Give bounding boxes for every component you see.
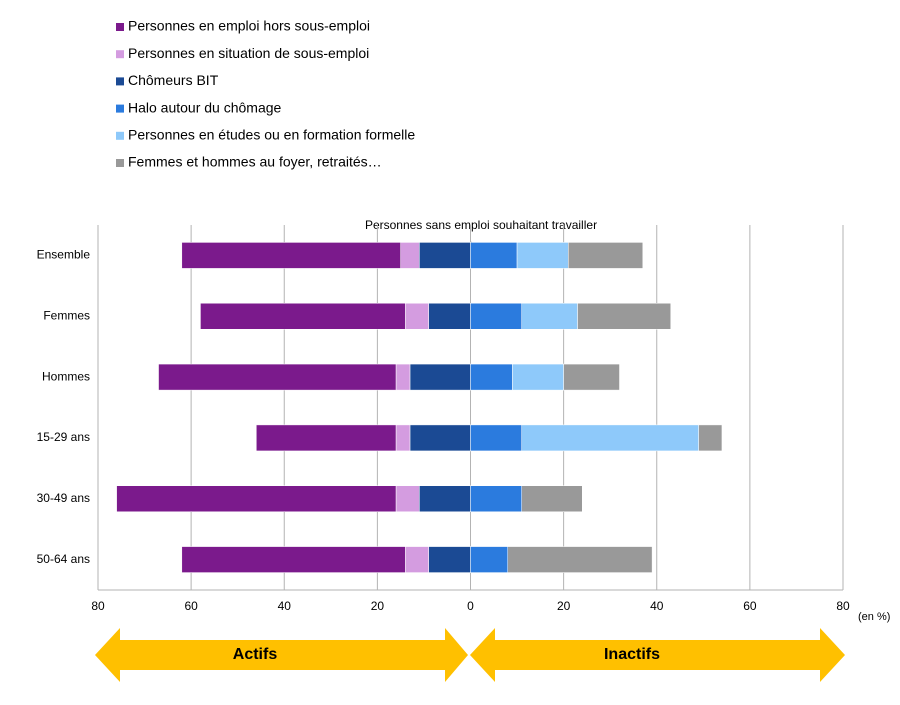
- x-tick-label: 40: [650, 599, 664, 613]
- bar: [428, 303, 471, 330]
- bar: [563, 363, 620, 391]
- y-tick-label: 15-29 ans: [37, 430, 90, 444]
- bar: [568, 242, 644, 269]
- bar: [200, 303, 406, 330]
- legend-label: Personnes en études ou en formation form…: [128, 127, 415, 143]
- bar: [400, 242, 420, 269]
- x-tick-label: 0: [467, 599, 474, 613]
- bar: [181, 546, 406, 573]
- axis-unit: (en %): [858, 611, 890, 623]
- y-tick-label: 50-64 ans: [37, 552, 90, 566]
- bar: [470, 363, 513, 391]
- arrow-label: Actifs: [233, 646, 278, 663]
- bar: [521, 303, 578, 330]
- x-tick-label: 80: [91, 599, 105, 613]
- bar: [698, 424, 723, 452]
- legend-swatch: [116, 23, 124, 31]
- bar: [470, 303, 522, 330]
- bar: [428, 546, 471, 573]
- x-tick-label: 60: [743, 599, 757, 613]
- legend-swatch: [116, 104, 124, 113]
- bar: [512, 363, 564, 391]
- arrow-label: Inactifs: [604, 646, 660, 663]
- bar: [409, 424, 471, 452]
- y-tick-label: Ensemble: [37, 248, 91, 262]
- bar: [577, 303, 671, 330]
- bar: [470, 424, 522, 452]
- legend-swatch: [116, 159, 124, 167]
- bar: [470, 242, 518, 269]
- legend-label: Chômeurs BIT: [128, 72, 219, 88]
- bar: [395, 363, 411, 391]
- annotation: Personnes sans emploi souhaitant travail…: [365, 218, 597, 232]
- bar: [395, 485, 420, 512]
- x-tick-label: 40: [278, 599, 292, 613]
- x-tick-label: 20: [557, 599, 571, 613]
- legend-swatch: [116, 131, 124, 140]
- legend-swatch: [116, 77, 124, 86]
- x-tick-label: 20: [371, 599, 385, 613]
- y-tick-label: 30-49 ans: [37, 491, 90, 505]
- right-arrow: [470, 628, 845, 682]
- legend-label: Halo autour du chômage: [128, 99, 282, 115]
- bar: [419, 242, 471, 269]
- bar: [470, 546, 508, 573]
- legend-label: Femmes et hommes au foyer, retraités…: [128, 154, 382, 170]
- bar: [405, 546, 429, 573]
- bar: [409, 363, 471, 391]
- bar: [470, 485, 522, 512]
- bar: [256, 424, 397, 452]
- bar: [521, 485, 583, 512]
- bar: [405, 303, 429, 330]
- bar: [521, 424, 699, 452]
- bar: [516, 242, 569, 269]
- bar: [158, 363, 397, 391]
- bar: [419, 485, 471, 512]
- legend-label: Personnes en emploi hors sous-emploi: [128, 18, 370, 34]
- left-arrow: [95, 628, 468, 682]
- bar: [181, 242, 401, 269]
- bar: [395, 424, 411, 452]
- x-tick-label: 60: [184, 599, 198, 613]
- y-tick-label: Femmes: [43, 308, 90, 322]
- y-tick-label: Hommes: [42, 369, 90, 383]
- legend-label: Personnes en situation de sous-emploi: [128, 45, 369, 61]
- x-tick-label: 80: [836, 599, 850, 613]
- bar: [507, 546, 653, 573]
- bar: [116, 485, 397, 512]
- legend-swatch: [116, 50, 124, 59]
